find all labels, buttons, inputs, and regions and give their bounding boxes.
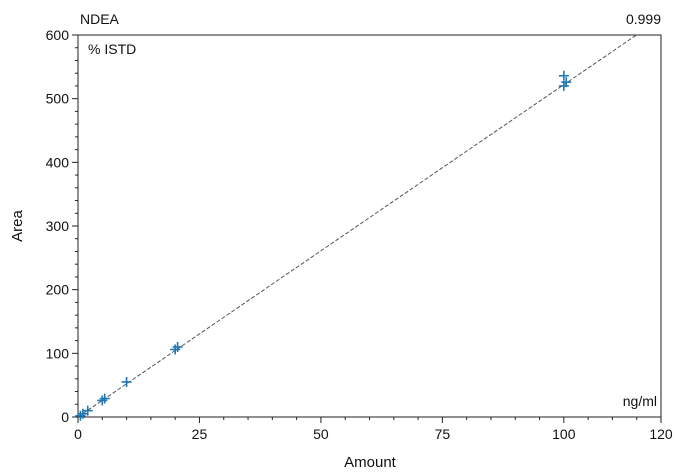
- data-point: [558, 70, 569, 81]
- x-tick-label: 25: [192, 426, 208, 442]
- correlation-value: 0.999: [626, 11, 661, 27]
- data-point: [75, 410, 86, 421]
- data-point: [82, 405, 93, 416]
- y-tick-label: 500: [46, 91, 70, 107]
- y-tick-label: 400: [46, 154, 70, 170]
- y-tick-label: 0: [61, 409, 69, 425]
- x-tick-label: 120: [649, 426, 673, 442]
- y-tick-label: 200: [46, 282, 70, 298]
- data-point: [97, 395, 108, 406]
- fit-line: [77, 34, 637, 418]
- data-point: [172, 341, 183, 352]
- data-point: [99, 393, 110, 404]
- y-axis-label: Area: [9, 210, 26, 242]
- plot-frame: [77, 34, 662, 418]
- x-axis: 0 25 50 75 100 120: [74, 417, 673, 442]
- x-tick-label: 100: [552, 426, 576, 442]
- y-tick-label: 300: [46, 218, 70, 234]
- y-axis: 0 100 200 300 400 500 600: [46, 27, 78, 425]
- compound-name: NDEA: [80, 11, 120, 27]
- data-point: [121, 376, 132, 387]
- y-tick-label: 600: [46, 27, 70, 43]
- x-tick-label: 50: [313, 426, 329, 442]
- data-point: [170, 344, 181, 355]
- x-axis-label: Amount: [344, 454, 397, 471]
- data-point: [561, 77, 572, 88]
- units-label: ng/ml: [623, 393, 657, 409]
- x-tick-label: 75: [435, 426, 451, 442]
- x-tick-label: 0: [74, 426, 82, 442]
- data-points-layer: [75, 70, 572, 421]
- y-tick-label: 100: [46, 345, 70, 361]
- mode-label: % ISTD: [88, 41, 136, 57]
- fit-line-layer: [77, 34, 637, 418]
